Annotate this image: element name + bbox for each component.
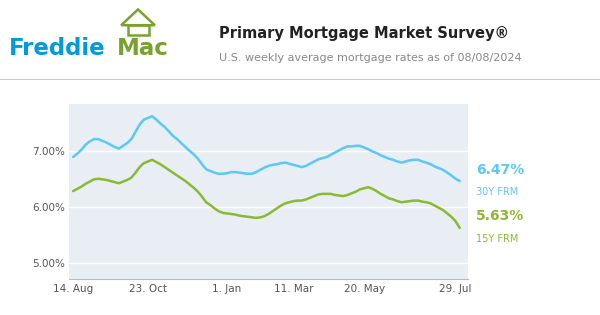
Text: Freddie: Freddie [9,37,106,60]
Bar [128,25,149,35]
Text: Mac: Mac [117,37,169,60]
Text: 6.47%: 6.47% [476,163,524,177]
Text: U.S. weekly average mortgage rates as of 08/08/2024: U.S. weekly average mortgage rates as of… [219,53,521,63]
Text: 15Y FRM: 15Y FRM [476,233,518,243]
Text: 30Y FRM: 30Y FRM [476,186,518,197]
Text: Primary Mortgage Market Survey®: Primary Mortgage Market Survey® [219,26,509,41]
Text: 5.63%: 5.63% [476,209,524,223]
